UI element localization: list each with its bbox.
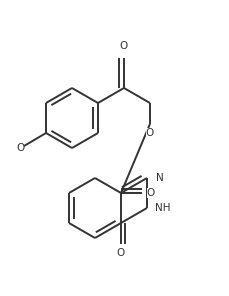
Text: O: O <box>146 128 154 138</box>
Text: O: O <box>16 143 24 153</box>
Text: NH: NH <box>155 203 171 213</box>
Text: O: O <box>120 41 128 51</box>
Text: O: O <box>147 188 155 198</box>
Text: O: O <box>117 248 125 258</box>
Text: N: N <box>156 173 164 183</box>
